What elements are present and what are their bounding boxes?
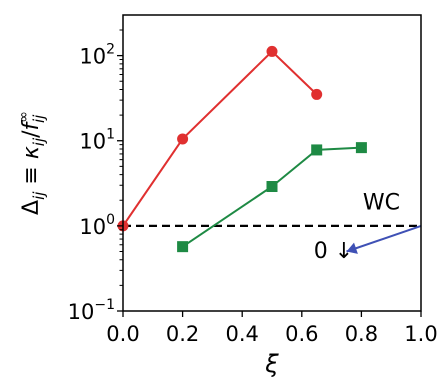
- plot-area: WC 0 ↓: [117, 45, 422, 264]
- x-tick-label: 0.0: [106, 322, 139, 346]
- x-tick-label: 1.0: [404, 322, 437, 346]
- y-tick-label: 101: [79, 127, 115, 154]
- series-2-arrowhead: [346, 242, 358, 254]
- series-1-line: [182, 146, 362, 248]
- x-tick-label: 0.8: [345, 322, 378, 346]
- y-tick-label: 102: [79, 42, 115, 69]
- axes: 0.0 0.2 0.4 0.6 0.8 1.0 10−1 100 101 102 ξ Δij ≡ κi…: [16, 14, 438, 378]
- series-2-line: [346, 224, 422, 253]
- y-tick-label: 100: [79, 212, 115, 239]
- y-axis-label: Δij ≡ κij/f∞ij: [16, 111, 48, 215]
- annotation-1: 0 ↓: [314, 239, 353, 264]
- series-1-point: [266, 181, 278, 193]
- series-0-point: [266, 45, 278, 57]
- x-tick-label: 0.6: [285, 322, 318, 346]
- series-1-point: [355, 142, 367, 154]
- series-0-line: [122, 50, 318, 227]
- plot-frame: [122, 14, 422, 312]
- annotation-0: WC: [363, 191, 400, 216]
- x-tick-label: 0.4: [225, 322, 258, 346]
- series-0-point: [311, 88, 323, 100]
- series-1-point: [311, 144, 323, 156]
- x-tick-label: 0.2: [166, 322, 199, 346]
- series-0-point: [177, 133, 189, 145]
- y-tick-label: 10−1: [68, 297, 115, 324]
- x-axis-label: ξ: [264, 350, 279, 378]
- series-1-point: [177, 241, 189, 253]
